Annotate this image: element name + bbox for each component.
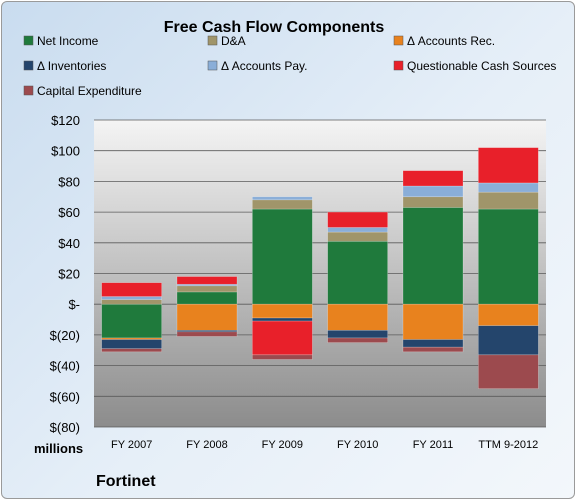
bar-segment-accounts-pay (252, 196, 313, 201)
bar-segment-d-a (101, 299, 162, 305)
y-tick-label: $20 (58, 267, 80, 282)
bar-segment-accounts-rec (402, 303, 464, 340)
y-tick-label: $100 (51, 144, 80, 159)
bar-segment-inventories (252, 317, 313, 322)
bar-segment-d-a (252, 199, 313, 210)
x-tick-label: TTM 9-2012 (478, 439, 538, 451)
bar-segment-accounts-pay (478, 182, 539, 193)
bar-segment-questionable-cash-sources (252, 320, 313, 356)
bar-segment-d-a (176, 285, 238, 293)
legend: Net Income D&A Δ Accounts Rec. Δ Inventorie… (23, 34, 556, 98)
bar-segment-questionable-cash-sources (176, 276, 238, 285)
bar-segment-accounts-rec (327, 303, 388, 331)
bar-segment-inventories (478, 325, 539, 356)
y-tick-label: $(80) (50, 420, 80, 435)
legend-item-capital-expenditure: Capital Expenditure (23, 84, 142, 98)
bar-segment-net-income (252, 208, 313, 305)
legend-item-questionable-cash-sources: Questionable Cash Sources (393, 59, 556, 73)
bar-group-fy-2011 (402, 170, 464, 353)
legend-swatch (23, 35, 34, 46)
bar-group-fy-2007 (101, 282, 162, 353)
legend-item-net-income: Net Income (23, 34, 99, 48)
bar-group-fy-2008 (176, 276, 238, 337)
bars (101, 147, 539, 389)
bar-group-fy-2010 (327, 211, 388, 343)
x-tick-label: FY 2011 (413, 439, 454, 451)
bar-segment-questionable-cash-sources (478, 147, 539, 184)
bar-segment-net-income (478, 208, 539, 305)
bar-segment-accounts-rec (478, 303, 539, 326)
legend-label: Net Income (37, 34, 99, 48)
bar-group-ttm-9-2012 (478, 147, 539, 389)
gridlines (94, 119, 546, 428)
bar-segment-questionable-cash-sources (402, 170, 464, 187)
legend-swatch (23, 60, 34, 71)
bar-segment-d-a (402, 196, 464, 208)
bar-segment-accounts-pay (327, 227, 388, 233)
company-name: Fortinet (96, 473, 156, 490)
legend-label: Δ Accounts Rec. (407, 34, 495, 48)
bar-segment-accounts-rec (252, 303, 313, 319)
bar-segment-capital-expenditure (402, 346, 464, 353)
legend-swatch (207, 60, 218, 71)
bar-segment-net-income (101, 303, 162, 339)
bar-segment-inventories (402, 339, 464, 348)
legend-swatch (393, 35, 404, 46)
bar-segment-accounts-rec (176, 303, 238, 331)
y-tick-label: $120 (51, 113, 80, 128)
x-tick-label: FY 2008 (186, 439, 227, 451)
y-tick-label: $60 (58, 205, 80, 220)
legend-item-accounts-pay: Δ Accounts Pay. (207, 59, 308, 73)
chart-title: Free Cash Flow Components (164, 19, 385, 36)
legend-label: Δ Inventories (37, 59, 106, 73)
units-label: millions (34, 441, 83, 456)
bar-group-fy-2009 (252, 196, 313, 360)
bar-segment-d-a (327, 231, 388, 242)
bar-segment-inventories (101, 339, 162, 350)
bar-segment-net-income (176, 291, 238, 305)
y-tick-label: $(40) (50, 359, 80, 374)
bar-segment-questionable-cash-sources (101, 282, 162, 297)
x-axis: FY 2007 FY 2008 FY 2009 FY 2010 FY 2011 TTM 9… (111, 439, 538, 451)
y-tick-label: $40 (58, 236, 80, 251)
legend-swatch (23, 85, 34, 96)
y-tick-label: $- (68, 297, 80, 312)
bar-segment-net-income (327, 240, 388, 305)
bar-segment-capital-expenditure (478, 354, 539, 389)
legend-item-inventories: Δ Inventories (23, 59, 106, 73)
bar-segment-accounts-pay (101, 296, 162, 300)
x-tick-label: FY 2007 (111, 439, 152, 451)
y-tick-label: $(20) (50, 328, 80, 343)
bar-segment-inventories (327, 329, 388, 339)
legend-item-d-a: D&A (207, 34, 246, 48)
y-tick-label: $(60) (50, 389, 80, 404)
x-tick-label: FY 2009 (262, 439, 303, 451)
bar-segment-capital-expenditure (101, 348, 162, 353)
bar-segment-accounts-pay (402, 185, 464, 198)
bar-segment-capital-expenditure (252, 354, 313, 360)
y-axis: $120 $100 $80 $60 $40 $20 $- $(20) $(40) $(60) $(8… (50, 113, 80, 435)
y-tick-label: $80 (58, 174, 80, 189)
legend-item-accounts-rec: Δ Accounts Rec. (393, 34, 495, 48)
x-tick-label: FY 2010 (337, 439, 378, 451)
bar-segment-net-income (402, 207, 464, 305)
bar-segment-capital-expenditure (176, 331, 238, 337)
bar-segment-capital-expenditure (327, 337, 388, 343)
bar-segment-questionable-cash-sources (327, 211, 388, 228)
legend-label: D&A (221, 34, 246, 48)
legend-label: Questionable Cash Sources (407, 59, 556, 73)
legend-swatch (393, 60, 404, 71)
legend-label: Capital Expenditure (37, 84, 142, 98)
legend-label: Δ Accounts Pay. (221, 59, 308, 73)
bar-segment-d-a (478, 191, 539, 210)
legend-swatch (207, 35, 218, 46)
